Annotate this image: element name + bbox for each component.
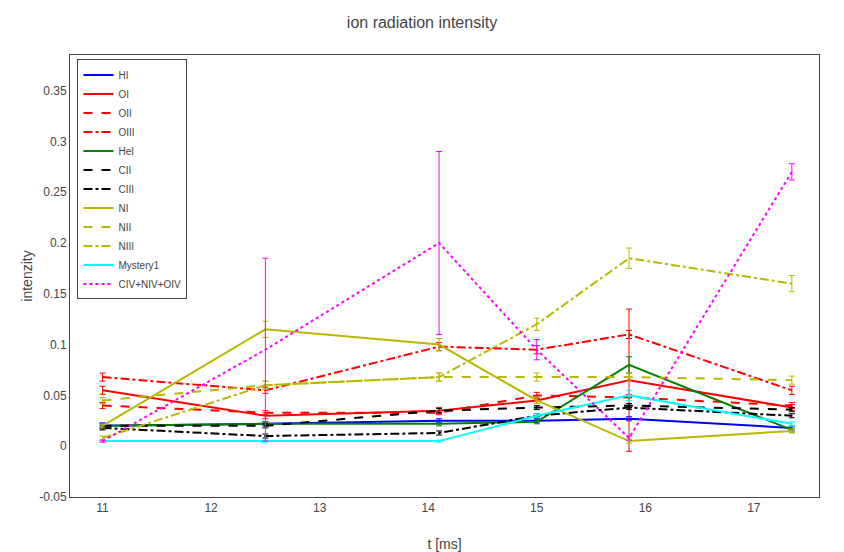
svg-text:HeI: HeI	[118, 146, 134, 157]
svg-text:17: 17	[747, 501, 761, 515]
svg-text:16: 16	[639, 501, 653, 515]
svg-text:intenzity: intenzity	[19, 250, 35, 301]
svg-text:OI: OI	[118, 89, 129, 100]
svg-text:11: 11	[96, 501, 109, 515]
svg-text:15: 15	[530, 501, 544, 515]
svg-text:HI: HI	[118, 70, 128, 81]
svg-text:CII: CII	[118, 165, 131, 176]
svg-text:NI: NI	[118, 203, 128, 214]
svg-text:-0.05: -0.05	[39, 490, 67, 504]
svg-text:14: 14	[422, 501, 436, 515]
svg-text:CIV+NIV+OIV: CIV+NIV+OIV	[118, 279, 181, 290]
svg-text:Mystery1: Mystery1	[118, 260, 159, 271]
svg-text:ion radiation intensity: ion radiation intensity	[347, 14, 497, 31]
svg-text:0: 0	[60, 439, 67, 453]
svg-text:0.05: 0.05	[43, 389, 67, 403]
svg-text:0.15: 0.15	[43, 287, 67, 301]
svg-text:CIII: CIII	[118, 184, 134, 195]
svg-text:OII: OII	[118, 108, 131, 119]
svg-text:0.2: 0.2	[50, 236, 67, 250]
svg-text:0.35: 0.35	[43, 84, 67, 98]
svg-text:12: 12	[204, 501, 218, 515]
svg-text:0.25: 0.25	[43, 185, 67, 199]
svg-text:OIII: OIII	[118, 127, 134, 138]
svg-text:0.1: 0.1	[50, 338, 67, 352]
svg-text:t [ms]: t [ms]	[427, 536, 461, 552]
svg-text:NII: NII	[118, 222, 131, 233]
svg-text:0.3: 0.3	[50, 135, 67, 149]
svg-text:13: 13	[313, 501, 327, 515]
svg-text:NIII: NIII	[118, 241, 134, 252]
